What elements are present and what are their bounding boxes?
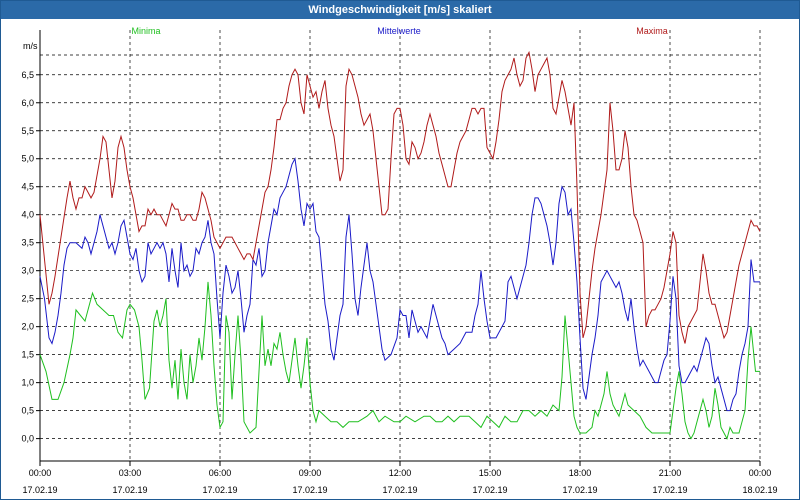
y-tick-label: 6,0	[21, 98, 34, 108]
legend-label-maxima: Maxima	[636, 26, 668, 36]
x-tick-label-time: 12:00	[389, 468, 412, 478]
y-tick-label: 4,5	[21, 182, 34, 192]
grid	[39, 30, 761, 461]
x-tick-label-time: 15:00	[479, 468, 502, 478]
legend-label-mittelwerte: Mittelwerte	[377, 26, 421, 36]
y-tick-label: 3,5	[21, 238, 34, 248]
series-line-mittelwerte	[39, 157, 760, 412]
x-tick-label-date: 17.02.19	[22, 485, 57, 495]
y-tick-label: 6,5	[21, 70, 34, 80]
axes: 0,0 0,5 1,0 1,5 2,0 2,5 3,0 3,5 4,0 4,5 5,0 5,5 6,0 6…	[21, 30, 778, 495]
series-line-minima	[39, 281, 760, 440]
x-tick-label-date: 17.02.19	[652, 485, 687, 495]
x-tick-label-time: 09:00	[299, 468, 322, 478]
y-axis-label: m/s	[23, 41, 38, 51]
x-tick-label-date: 17.02.19	[472, 485, 507, 495]
y-tick-label: 0,5	[21, 406, 34, 416]
series-line-maxima	[39, 50, 761, 344]
x-tick-label-time: 21:00	[659, 468, 682, 478]
y-tick-label: 1,0	[21, 378, 34, 388]
series-lines	[39, 50, 761, 440]
x-tick-label-time: 00:00	[749, 468, 772, 478]
y-tick-label: 5,5	[21, 126, 34, 136]
x-tick-label-date: 17.02.19	[562, 485, 597, 495]
window-title: Windgeschwindigkeit [m/s] skaliert	[1, 1, 799, 19]
x-tick-label-time: 03:00	[119, 468, 142, 478]
x-tick-label-time: 00:00	[29, 468, 52, 478]
x-tick-label-date: 18.02.19	[742, 485, 777, 495]
y-tick-label: 2,5	[21, 294, 34, 304]
y-tick-label: 5,0	[21, 154, 34, 164]
legend-label-minima: Minima	[131, 26, 160, 36]
x-tick-label-time: 18:00	[569, 468, 592, 478]
x-tick-label-date: 17.02.19	[382, 485, 417, 495]
y-tick-label: 1,5	[21, 350, 34, 360]
y-tick-label: 2,0	[21, 322, 34, 332]
x-tick-label-date: 17.02.19	[112, 485, 147, 495]
legend: Minima Mittelwerte Maxima	[131, 26, 667, 36]
x-tick-label-time: 06:00	[209, 468, 232, 478]
x-tick-label-date: 17.02.19	[202, 485, 237, 495]
x-tick-label-date: 17.02.19	[292, 485, 327, 495]
y-tick-label: 4,0	[21, 210, 34, 220]
y-tick-label: 3,0	[21, 266, 34, 276]
y-tick-label: 0,0	[21, 434, 34, 444]
